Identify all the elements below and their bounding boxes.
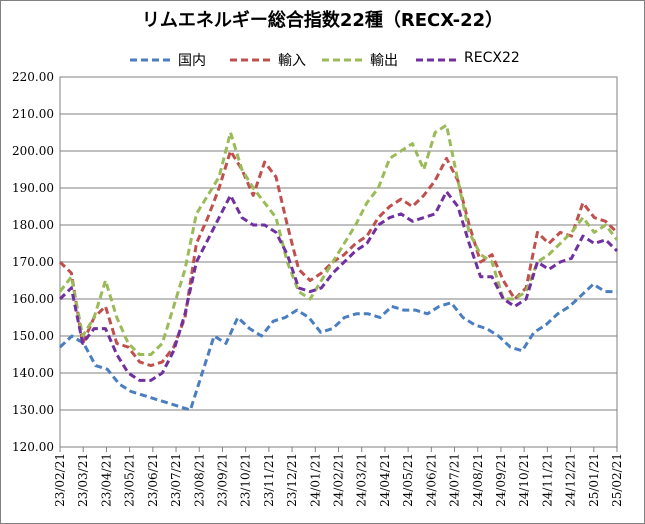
x-tick-label: 23/04/21 <box>99 453 113 507</box>
chart-legend: 国内 輸入 輸出 RECX22 <box>0 49 645 71</box>
x-tick-label: 23/06/21 <box>146 453 160 507</box>
x-tick-label: 24/07/21 <box>448 453 462 507</box>
x-tick-label: 25/01/21 <box>587 453 601 507</box>
y-tick-label: 200.00 <box>12 144 54 158</box>
x-tick-label: 25/02/21 <box>610 453 624 507</box>
x-tick-label: 24/02/21 <box>332 453 346 507</box>
x-tick-label: 23/08/21 <box>192 453 206 507</box>
x-tick-label: 23/05/21 <box>123 453 137 507</box>
x-tick-label: 23/03/21 <box>76 453 90 507</box>
x-tick-label: 24/01/21 <box>308 453 322 507</box>
x-tick-label: 23/07/21 <box>169 453 183 507</box>
y-tick-label: 120.00 <box>12 440 54 454</box>
y-tick-label: 130.00 <box>12 403 54 417</box>
legend-label-recx22: RECX22 <box>464 50 520 66</box>
x-tick-label: 24/11/21 <box>540 453 554 507</box>
x-tick-label: 24/08/21 <box>471 453 485 507</box>
x-tick-label: 23/12/21 <box>285 453 299 507</box>
series-line-0 <box>58 282 617 412</box>
x-tick-label: 24/09/21 <box>494 453 508 507</box>
legend-label-domestic: 国内 <box>178 53 206 69</box>
series-line-1 <box>58 149 619 368</box>
legend-swatch-export <box>322 58 362 62</box>
x-tick-label: 24/05/21 <box>401 453 415 507</box>
x-tick-label: 24/06/21 <box>424 453 438 507</box>
y-tick-label: 170.00 <box>12 255 54 269</box>
x-tick-label: 24/03/21 <box>355 453 369 507</box>
x-tick-label: 23/09/21 <box>215 453 229 507</box>
legend-swatch-recx22 <box>416 58 456 62</box>
legend-swatch-import <box>230 58 270 62</box>
x-tick-label: 24/10/21 <box>517 453 531 507</box>
x-tick-label: 24/04/21 <box>378 453 392 507</box>
y-tick-label: 190.00 <box>12 181 54 195</box>
legend-label-import: 輸入 <box>278 53 306 69</box>
y-tick-label: 220.00 <box>12 70 54 84</box>
y-tick-label: 140.00 <box>12 366 54 380</box>
series-line-2 <box>58 123 619 356</box>
y-tick-label: 180.00 <box>12 218 54 232</box>
x-tick-label: 23/10/21 <box>239 453 253 507</box>
legend-label-export: 輸出 <box>370 53 398 69</box>
x-tick-label: 23/11/21 <box>262 453 276 507</box>
y-tick-label: 150.00 <box>12 329 54 343</box>
y-tick-label: 210.00 <box>12 107 54 121</box>
x-tick-label: 23/02/21 <box>53 453 67 507</box>
legend-swatch-domestic <box>130 58 170 62</box>
x-tick-label: 24/12/21 <box>564 453 578 507</box>
chart-title: リムエネルギー総合指数22種（RECX-22） <box>141 10 504 31</box>
y-tick-label: 160.00 <box>12 292 54 306</box>
series-line-3 <box>58 190 619 382</box>
